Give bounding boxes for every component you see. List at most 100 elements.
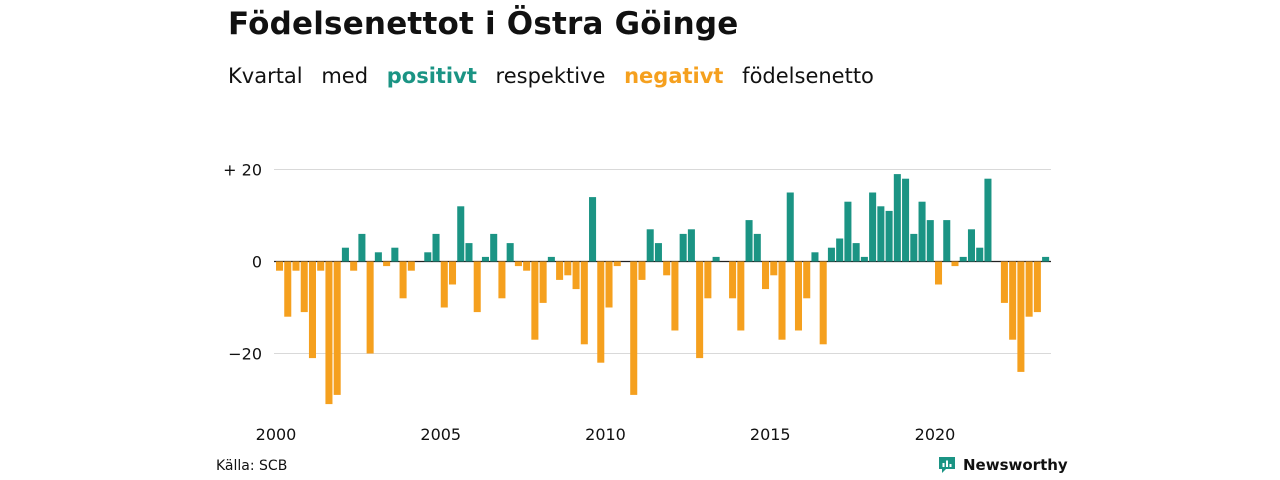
bar-positive	[984, 178, 992, 262]
bar-negative	[737, 261, 745, 331]
bar-negative	[770, 261, 778, 276]
bar-negative	[317, 261, 325, 271]
subtitle-word-kvartal: Kvartal	[228, 64, 303, 88]
bar-negative	[630, 261, 638, 395]
bar-negative	[696, 261, 704, 359]
bar-positive	[885, 210, 893, 262]
bar-positive	[679, 233, 687, 262]
bar-positive	[745, 220, 753, 262]
subtitle-word-respektive: respektive	[495, 64, 606, 88]
bar-negative	[819, 261, 827, 345]
chart-title: Födelsenettot i Östra Göinge	[228, 6, 739, 42]
bar-positive	[877, 206, 885, 262]
bar-positive	[959, 256, 967, 262]
bar-negative	[531, 261, 539, 340]
bar-negative	[1009, 261, 1017, 340]
bar-negative	[523, 261, 531, 271]
bar-positive	[869, 192, 877, 262]
bar-negative	[440, 261, 448, 308]
bar-positive	[490, 233, 498, 262]
bar-positive	[926, 220, 934, 262]
bar-positive	[687, 229, 695, 262]
bar-positive	[943, 220, 951, 262]
bar-negative	[605, 261, 613, 308]
x-tick-label: 2020	[915, 425, 956, 444]
bar-positive	[506, 243, 514, 262]
bar-positive	[902, 178, 910, 262]
bar-negative	[473, 261, 481, 313]
bar-negative	[1017, 261, 1025, 372]
bar-positive	[860, 256, 868, 262]
brand-logo: Newsworthy	[938, 456, 1068, 474]
bar-positive	[753, 233, 761, 262]
bar-negative	[638, 261, 646, 280]
x-tick-label: 2005	[420, 425, 461, 444]
x-tick-label: 2015	[750, 425, 791, 444]
bar-negative	[1025, 261, 1033, 317]
subtitle-positive-label: positivt	[386, 64, 477, 88]
source-label: Källa: SCB	[216, 458, 288, 474]
bar-positive	[465, 243, 473, 262]
bar-positive	[457, 206, 465, 262]
subtitle-word-med: med	[321, 64, 369, 88]
bar-negative	[597, 261, 605, 363]
bar-positive	[827, 247, 835, 262]
bar-negative	[935, 261, 943, 285]
bar-positive	[654, 243, 662, 262]
bar-positive	[893, 174, 901, 262]
chart-subtitle: Kvartal med positivt respektive negativt…	[228, 64, 886, 88]
bar-negative	[704, 261, 712, 299]
bar-positive	[786, 192, 794, 262]
bar-negative	[1033, 261, 1041, 313]
bar-positive	[852, 243, 860, 262]
bar-positive	[967, 229, 975, 262]
bar-positive	[836, 238, 844, 262]
x-tick-label: 2010	[585, 425, 626, 444]
bar-positive	[646, 229, 654, 262]
bar-positive	[391, 247, 399, 262]
bar-negative	[539, 261, 547, 303]
bar-negative	[383, 261, 391, 267]
bar-positive	[712, 256, 720, 262]
bar-positive	[481, 256, 489, 262]
bar-negative	[671, 261, 679, 331]
y-tick-label: −20	[228, 345, 262, 364]
bar-negative	[572, 261, 580, 290]
bar-positive	[811, 252, 819, 262]
bar-negative	[778, 261, 786, 340]
bar-negative	[333, 261, 341, 395]
bar-negative	[663, 261, 671, 276]
bar-negative	[498, 261, 506, 299]
bar-negative	[951, 261, 959, 267]
bar-negative	[448, 261, 457, 285]
bar-negative	[399, 261, 407, 299]
bar-negative	[514, 261, 522, 267]
bar-negative	[276, 261, 284, 271]
bar-positive	[358, 233, 366, 262]
subtitle-word-fodelsenetto: födelsenetto	[742, 64, 874, 88]
bar-negative	[1000, 261, 1008, 303]
brand-name: Newsworthy	[963, 456, 1068, 474]
bar-positive	[341, 247, 349, 262]
bar-negative	[366, 261, 374, 354]
bar-positive	[589, 197, 597, 262]
bar-positive	[432, 233, 440, 262]
bar-negative	[308, 261, 316, 359]
subtitle-negative-label: negativt	[624, 64, 724, 88]
bar-negative	[407, 261, 415, 271]
bar-negative	[794, 261, 802, 331]
x-tick-label: 2000	[256, 425, 297, 444]
bar-positive	[424, 252, 432, 262]
bar-positive	[547, 256, 555, 262]
bar-negative	[564, 261, 572, 276]
bar-negative	[284, 261, 292, 317]
bars-group	[276, 174, 1050, 405]
bar-negative	[729, 261, 737, 299]
bar-negative	[613, 261, 621, 267]
y-tick-label: 0	[252, 253, 262, 272]
bar-negative	[803, 261, 811, 299]
bar-negative	[350, 261, 358, 271]
bar-negative	[580, 261, 588, 345]
bar-positive	[910, 233, 918, 262]
